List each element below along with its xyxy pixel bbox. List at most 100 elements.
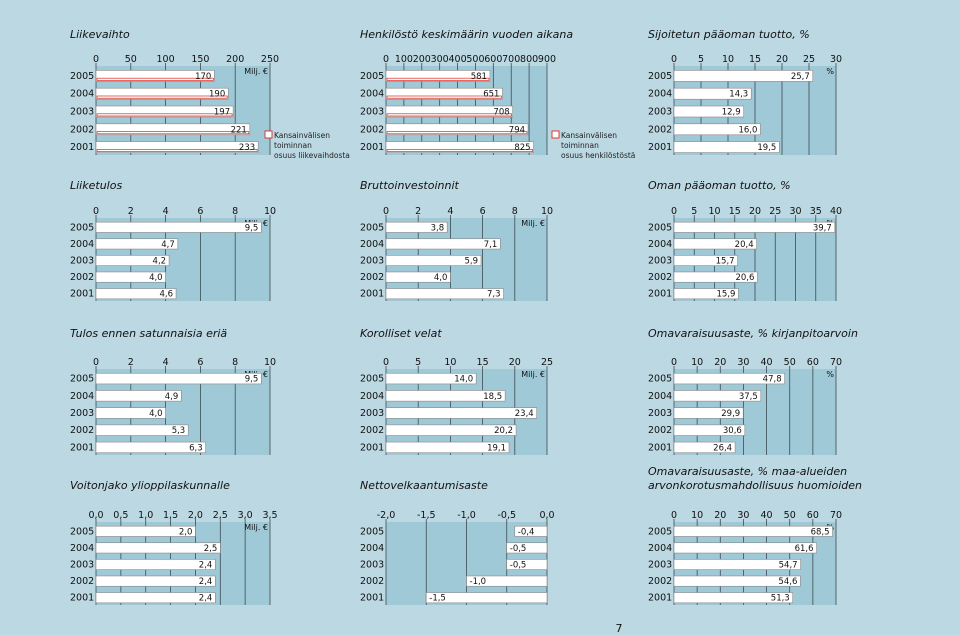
bar (95, 271, 166, 283)
year-label: 2005 (360, 71, 384, 82)
chart-title: Liikevaihto (70, 28, 130, 41)
year-label: 2003 (360, 256, 384, 267)
year-label: 2001 (360, 442, 384, 453)
bar-value-label: 68,5 (811, 527, 830, 537)
legend-text: osuus liikevaihdosta (274, 151, 350, 160)
unit-label: % (826, 370, 834, 379)
tick-label: 20 (714, 357, 726, 368)
year-label: 2004 (648, 391, 672, 402)
bar-value-label: 2,4 (199, 561, 213, 571)
bar (95, 525, 196, 537)
year-label: 2004 (70, 543, 94, 554)
legend-text: toiminnan (274, 141, 312, 150)
bar (95, 575, 216, 587)
tick-label: 30 (830, 54, 842, 65)
bar (95, 592, 216, 604)
bar (385, 424, 517, 436)
unit-label: % (826, 67, 834, 76)
bar-value-label: 5,9 (464, 257, 478, 267)
year-label: 2002 (360, 576, 384, 587)
tick-label: 25 (541, 357, 553, 368)
bar (95, 238, 179, 250)
tick-label: 0 (671, 206, 677, 217)
bar-value-label: 39,7 (813, 223, 832, 233)
unit-label: Milj. € (521, 219, 545, 228)
bar-value-label: 6,3 (189, 443, 203, 453)
tick-label: 0 (671, 357, 677, 368)
bar-highlight (96, 113, 233, 117)
bar-value-label: 4,9 (165, 392, 179, 402)
tick-label: 800 (520, 54, 538, 65)
bar-value-label: 14,3 (729, 90, 748, 100)
tick-label: 0 (671, 510, 677, 521)
tick-label: 250 (261, 54, 279, 65)
chart-title: Sijoitetun pääoman tuotto, % (648, 28, 810, 41)
chart-title: Bruttoinvestoinnit (360, 179, 460, 192)
year-label: 2002 (70, 124, 94, 135)
bar-value-label: 4,2 (153, 257, 167, 267)
bar-value-label: 12,9 (722, 108, 741, 118)
bar-value-label: 30,6 (723, 426, 742, 436)
tick-label: 4 (163, 206, 169, 217)
bar-value-label: 20,2 (494, 426, 513, 436)
year-label: 2004 (360, 543, 384, 554)
year-label: 2005 (360, 526, 384, 537)
tick-label: 8 (512, 206, 518, 217)
year-label: 2003 (648, 408, 672, 419)
bar-value-label: 61,6 (795, 544, 814, 554)
bar (95, 87, 229, 100)
bar (673, 372, 785, 385)
chart-1: Liikevaihto 0 50 100 150 200 250 Milj. € 2005 170… (70, 28, 350, 160)
tick-label: 2,5 (213, 510, 228, 521)
bar-value-label: 4,0 (149, 273, 163, 283)
tick-label: 300 (431, 54, 449, 65)
tick-label: 100 (395, 54, 413, 65)
bar (673, 105, 744, 118)
bar-value-label: 3,8 (431, 223, 445, 233)
bar (385, 407, 537, 419)
chart-11: Nettovelkaantumisaste -2,0 -1,5 -1,0 -0,5 0,0… (360, 479, 555, 605)
year-label: 2003 (360, 560, 384, 571)
tick-label: 4 (447, 206, 453, 217)
bar (425, 592, 548, 604)
bar (95, 255, 170, 266)
chart-12: Omavaraisuusaste, % maa-alueidenarvonkor… (648, 465, 862, 605)
bar (95, 390, 182, 402)
bar-highlight (386, 149, 533, 152)
year-label: 2005 (70, 526, 94, 537)
bar (673, 70, 814, 82)
legend-text: Kansainvälisen (274, 131, 330, 140)
chart-2: Henkilöstö keskimäärin vuoden aikana 0 100… (360, 28, 635, 160)
bar-value-label: 26,4 (713, 443, 732, 453)
bar-value-label: 2,4 (199, 577, 213, 587)
bar-value-label: 2,4 (199, 594, 213, 604)
tick-label: 50 (125, 54, 137, 65)
tick-label: 40 (761, 510, 773, 521)
tick-label: 8 (232, 357, 238, 368)
bar-value-label: 708 (493, 108, 509, 118)
bar-highlight (386, 113, 513, 117)
year-label: 2004 (70, 89, 94, 100)
bar (466, 575, 548, 587)
chart-title: arvonkorotusmahdollisuus huomioiden (648, 479, 862, 492)
tick-label: -2,0 (377, 510, 396, 521)
bar (385, 372, 477, 385)
chart-3: Sijoitetun pääoman tuotto, % 0 5 10 15 20 25 30… (648, 28, 842, 155)
tick-label: 10 (691, 357, 703, 368)
year-label: 2003 (360, 107, 384, 118)
bar-value-label: 4,0 (434, 273, 448, 283)
year-label: 2004 (360, 391, 384, 402)
bar-value-label: 233 (239, 143, 255, 153)
year-label: 2004 (648, 89, 672, 100)
tick-label: 20 (714, 510, 726, 521)
bar (673, 255, 738, 266)
bar (673, 559, 801, 570)
year-label: 2002 (648, 124, 672, 135)
tick-label: 10 (444, 357, 456, 368)
bar-value-label: -1,5 (429, 594, 446, 604)
bar (385, 288, 504, 300)
bar-value-label: -1,0 (470, 577, 487, 587)
bar (385, 255, 482, 266)
tick-label: 2,0 (188, 510, 203, 521)
